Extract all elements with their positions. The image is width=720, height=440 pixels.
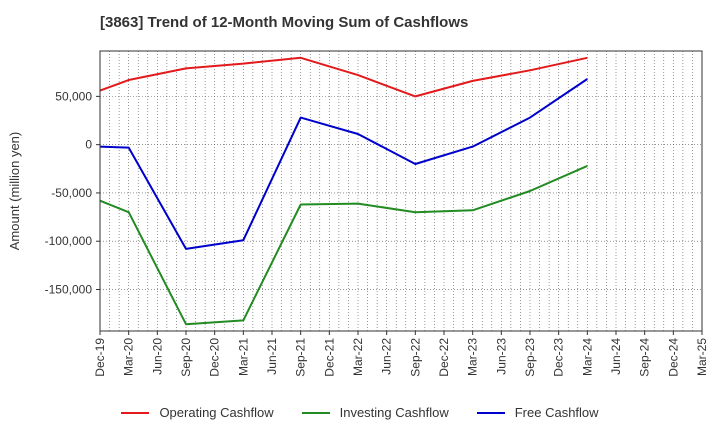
x-tick-label: Dec-20 <box>208 338 222 377</box>
series-line-operating-cashflow <box>99 56 588 98</box>
x-tick-label: Jun-23 <box>494 338 508 375</box>
y-tick-label: 0 <box>85 138 92 152</box>
x-tick-label: Sep-23 <box>523 338 537 377</box>
x-tick-label: Dec-24 <box>666 338 680 377</box>
legend-swatch <box>476 411 505 414</box>
x-tick-label: Mar-25 <box>695 338 709 376</box>
plot-border <box>99 50 703 332</box>
series-lines <box>99 56 588 326</box>
x-tick-label: Sep-24 <box>638 338 652 377</box>
x-tick-label: Jun-21 <box>265 338 279 375</box>
x-tick-label: Jun-24 <box>609 338 623 375</box>
legend-item: Investing Cashflow <box>301 405 449 420</box>
legend-label: Free Cashflow <box>514 405 599 420</box>
legend-swatch <box>121 411 150 414</box>
legend: Operating Cashflow Investing Cashflow Free… <box>0 405 720 420</box>
x-tick-label: Mar-20 <box>122 338 136 376</box>
y-tick-label: -150,000 <box>45 282 93 296</box>
series-line-free-cashflow <box>99 78 588 250</box>
legend-label: Operating Cashflow <box>159 405 274 420</box>
x-tick-label: Sep-20 <box>179 338 193 377</box>
x-tick-label: Sep-21 <box>294 338 308 377</box>
x-tick-label: Jun-22 <box>380 338 394 375</box>
legend-item: Free Cashflow <box>476 405 599 420</box>
y-tick-label: -50,000 <box>51 186 92 200</box>
legend-item: Operating Cashflow <box>121 405 274 420</box>
x-tick-label: Mar-22 <box>351 338 365 376</box>
x-tick-label: Sep-22 <box>408 338 422 377</box>
x-tick-label: Mar-21 <box>236 338 250 376</box>
x-tick-label: Mar-23 <box>466 338 480 376</box>
x-tick-label: Dec-23 <box>552 338 566 377</box>
x-tick-label: Mar-24 <box>580 338 594 376</box>
y-tick-label: 50,000 <box>55 89 92 103</box>
y-axis-title: Amount (million yen) <box>7 132 22 251</box>
axes: -150,000 -100,000 -50,000 0 50,000 Dec-19 Mar-… <box>45 50 709 377</box>
grid <box>100 51 702 331</box>
legend-label: Investing Cashflow <box>339 405 449 420</box>
series-line-investing-cashflow <box>99 164 588 326</box>
x-tick-label: Dec-19 <box>93 338 107 377</box>
x-tick-label: Jun-20 <box>150 338 164 375</box>
chart-title: [3863] Trend of 12-Month Moving Sum of C… <box>100 14 469 31</box>
legend-swatch <box>301 411 330 414</box>
x-tick-label: Dec-22 <box>437 338 451 377</box>
y-tick-label: -100,000 <box>45 234 93 248</box>
x-tick-label: Dec-21 <box>322 338 336 377</box>
